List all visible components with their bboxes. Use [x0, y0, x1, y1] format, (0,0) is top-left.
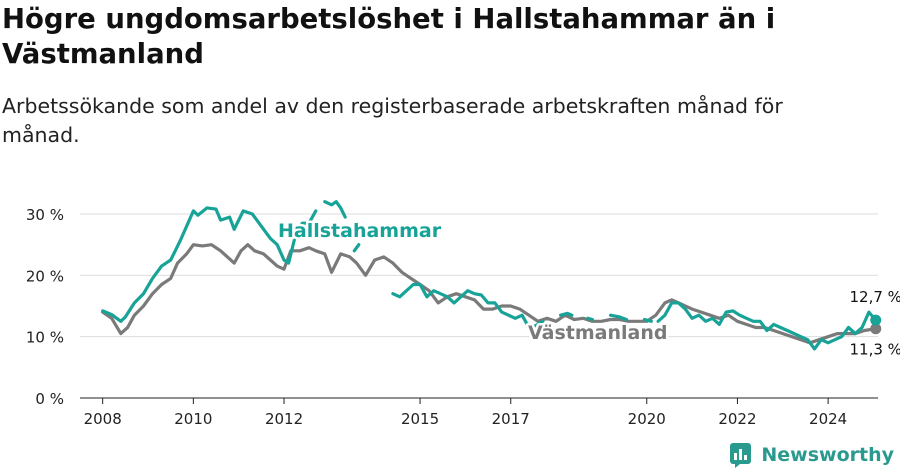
- newsworthy-logo-icon: [730, 443, 752, 468]
- series-line-hallstahammar: [323, 200, 347, 219]
- gridlines: [80, 213, 878, 338]
- series-line-hallstahammar: [101, 206, 318, 323]
- logo-bar-3: [744, 455, 748, 460]
- y-tick-label: 0 %: [35, 390, 64, 408]
- y-tick-label: 10 %: [26, 329, 64, 347]
- end-label-vastmanland: 11,3 %: [850, 341, 900, 359]
- y-tick-label: 30 %: [26, 206, 64, 224]
- x-tick-label: 2012: [265, 410, 303, 428]
- end-label-hallstahammar: 12,7 %: [850, 288, 900, 306]
- brand-name: Newsworthy: [761, 444, 894, 466]
- series-line-hallstahammar: [608, 313, 628, 322]
- chart-title: Högre ungdomsarbetslöshet i Hallstahamma…: [2, 3, 776, 70]
- series-line-hallstahammar: [391, 282, 551, 336]
- series-line-hallstahammar: [586, 316, 594, 322]
- series-line-vastmanland: [101, 243, 878, 345]
- series-label-vastmanland: Västmanland: [528, 322, 668, 344]
- logo-tail: [735, 464, 741, 468]
- series-line-hallstahammar: [559, 311, 574, 317]
- series-label-hallstahammar: Hallstahammar: [278, 220, 442, 242]
- series-line-hallstahammar: [642, 317, 653, 323]
- logo-bar-2: [739, 449, 743, 460]
- y-tick-labels: 0 % 10 % 20 % 30 %: [26, 206, 64, 408]
- x-tick-label: 2020: [628, 410, 666, 428]
- x-tick-label: 2008: [84, 410, 122, 428]
- logo-bar-1: [734, 453, 738, 460]
- end-marker-vastmanland: [870, 323, 882, 335]
- x-tick-label: 2024: [809, 410, 847, 428]
- series-line-hallstahammar: [656, 301, 878, 351]
- series-line-hallstahammar: [352, 243, 361, 253]
- x-axis: 2008 2010 2012 2015 2017 2020 2022 2024: [80, 397, 878, 428]
- x-tick-label: 2015: [401, 410, 439, 428]
- chart-subtitle: Arbetssökande som andel av den registerb…: [2, 94, 783, 147]
- x-tick-label: 2017: [492, 410, 530, 428]
- x-tick-label: 2022: [718, 410, 756, 428]
- y-tick-label: 20 %: [26, 267, 64, 285]
- brand[interactable]: Newsworthy: [729, 442, 894, 468]
- end-marker-hallstahammar: [870, 314, 882, 326]
- series-lines: [101, 200, 882, 351]
- series-labels: Hallstahammar Västmanland 12,7 % 11,3 %: [276, 218, 900, 361]
- x-tick-label: 2010: [174, 410, 212, 428]
